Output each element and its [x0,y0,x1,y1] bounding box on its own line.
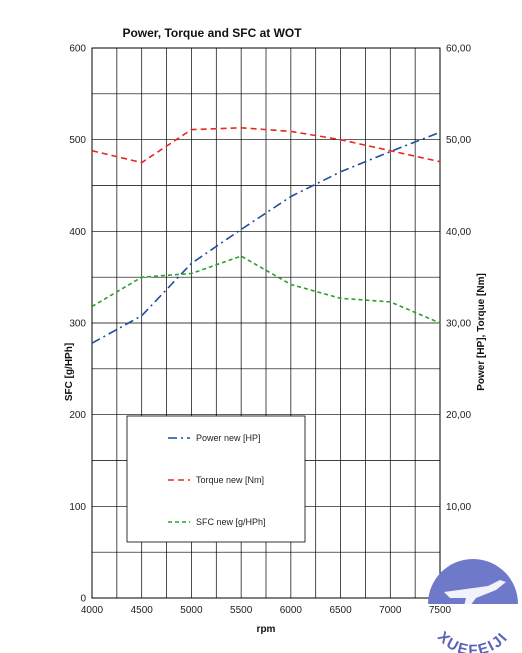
legend-entry: Power new [HP] [196,433,261,443]
y-left-tick-label: 600 [69,44,86,55]
y-left-tick-label: 0 [80,594,86,605]
x-tick-label: 4000 [81,605,104,616]
x-tick-label: 6000 [280,605,303,616]
x-tick-label: 5000 [180,605,203,616]
x-tick-label: 6500 [329,605,352,616]
series-layer [91,126,441,344]
grid [92,48,440,598]
y-right-tick-label: 40,00 [446,227,471,238]
watermark-text: XUEFEIJI [434,628,512,653]
chart-title: Power, Torque and SFC at WOT [122,26,302,40]
y-right-tick-label: 10,00 [446,502,471,513]
y-left-axis-ticks: 0 100 200 300 400 500 600 [69,44,86,605]
series-line-power-new-hp [91,131,441,344]
y-left-axis-label: SFC [g/HPh] [64,343,75,401]
y-left-tick-label: 100 [69,502,86,513]
y-right-tick-label: 20,00 [446,410,471,421]
y-right-tick-label: 50,00 [446,135,471,146]
y-left-tick-label: 200 [69,410,86,421]
x-axis-ticks: 4000 4500 5000 5500 6000 6500 7000 7500 [81,605,452,616]
y-left-tick-label: 300 [69,319,86,330]
legend-entry: SFC new [g/HPh] [196,517,266,527]
series-line-torque-new-nm [91,126,441,164]
y-left-tick-label: 400 [69,227,86,238]
y-right-axis-label: Power [HP], Torque [Nm] [476,273,487,391]
legend-box [126,415,306,543]
x-tick-label: 7500 [429,605,452,616]
airplane-icon [444,580,506,606]
x-tick-label: 7000 [379,605,402,616]
x-axis-label: rpm [257,624,276,635]
y-left-tick-label: 500 [69,135,86,146]
legend: Power new [HP] Torque new [Nm] SFC new [g/… [126,415,306,543]
y-right-tick-label: 60,00 [446,44,471,55]
legend-entry: Torque new [Nm] [196,475,264,485]
x-tick-label: 5500 [230,605,253,616]
x-tick-label: 4500 [131,605,154,616]
series-line-sfc-new-g-hph [91,255,441,324]
y-right-tick-label: 30,00 [446,319,471,330]
